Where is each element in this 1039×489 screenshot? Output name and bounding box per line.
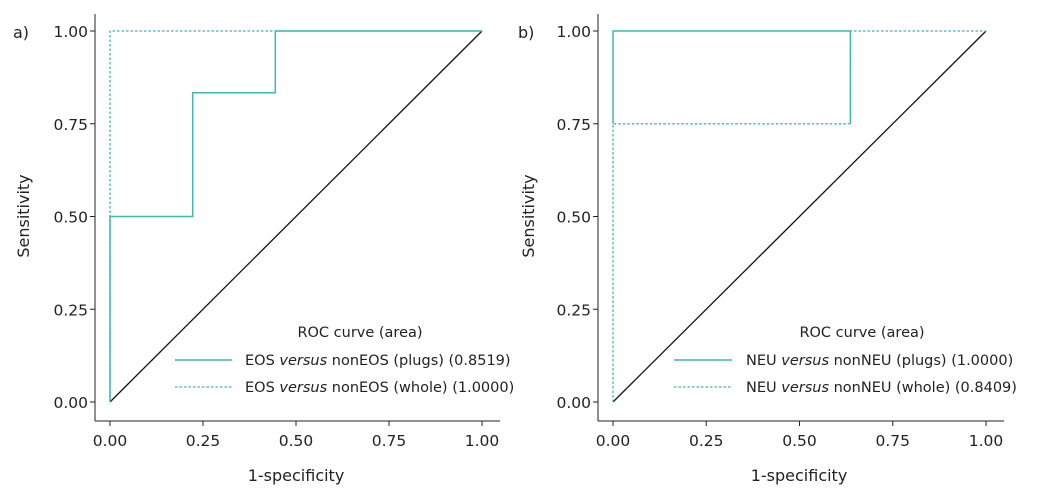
- x-tick-label: 0.75: [372, 432, 407, 450]
- x-tick-label: 0.00: [596, 432, 631, 450]
- y-tick-label: 0.50: [53, 209, 88, 227]
- x-tick-label: 0.50: [279, 432, 314, 450]
- legend-title: ROC curve (area): [297, 325, 422, 341]
- legend-title: ROC curve (area): [799, 325, 924, 341]
- y-axis-title: Sensitivity: [519, 174, 538, 257]
- x-tick-label: 0.75: [875, 432, 910, 450]
- legend-entry-label: NEU versus nonNEU (whole) (0.8409): [746, 380, 1017, 396]
- y-tick-label: 0.00: [556, 394, 591, 412]
- x-tick-label: 0.25: [186, 432, 221, 450]
- y-tick-label: 0.25: [556, 301, 591, 319]
- y-tick-label: 0.00: [53, 394, 88, 412]
- legend-entry-versus: versus: [279, 353, 327, 369]
- legend-entry-versus: versus: [279, 380, 327, 396]
- y-tick-label: 0.75: [53, 116, 88, 134]
- y-tick-label: 0.50: [556, 209, 591, 227]
- x-tick-label: 0.25: [689, 432, 724, 450]
- roc-panel-b: b) 0.00 0.25 0.50 0.75 1.00 0.00 0.25 0.50 0.75 1.…: [518, 14, 1017, 485]
- roc-curve-dotted: [612, 30, 986, 402]
- legend-entry-suffix: nonNEU (whole) (0.8409): [829, 380, 1017, 396]
- legend-entry-prefix: NEU: [746, 353, 781, 369]
- legend-entry-prefix: EOS: [245, 353, 279, 369]
- legend-entry-suffix: nonNEU (plugs) (1.0000): [829, 353, 1013, 369]
- x-tick-label: 0.00: [93, 432, 128, 450]
- x-tick-label: 1.00: [969, 432, 1004, 450]
- y-tick-label: 1.00: [53, 23, 88, 41]
- legend-entry-suffix: nonEOS (whole) (1.0000): [327, 380, 514, 396]
- y-axis-title: Sensitivity: [14, 174, 33, 257]
- y-tick-label: 0.25: [53, 301, 88, 319]
- y-tick-label: 0.75: [556, 116, 591, 134]
- y-tick-label: 1.00: [556, 23, 591, 41]
- roc-curve-dotted: [109, 30, 482, 402]
- panel-label: a): [13, 23, 29, 42]
- x-tick-label: 0.50: [782, 432, 817, 450]
- roc-panel-a: a) 0.00 0.25 0.50 0.75 1.00 0.00 0.25 0.50 0.75 1.…: [13, 14, 514, 485]
- legend-entry-prefix: NEU: [746, 380, 781, 396]
- legend-entry-versus: versus: [781, 380, 829, 396]
- legend-entry-prefix: EOS: [245, 380, 279, 396]
- legend-entry-label: NEU versus nonNEU (plugs) (1.0000): [746, 353, 1013, 369]
- roc-curve-solid: [612, 30, 852, 124]
- panel-label: b): [518, 23, 534, 42]
- x-axis-title: 1-specificity: [248, 466, 345, 485]
- reference-diagonal: [109, 30, 483, 403]
- legend-entry-versus: versus: [781, 353, 829, 369]
- x-axis-title: 1-specificity: [751, 466, 848, 485]
- legend-entry-label: EOS versus nonEOS (plugs) (0.8519): [245, 353, 511, 369]
- x-tick-label: 1.00: [465, 432, 500, 450]
- reference-diagonal: [612, 30, 987, 403]
- legend-entry-label: EOS versus nonEOS (whole) (1.0000): [245, 380, 514, 396]
- legend-entry-suffix: nonEOS (plugs) (0.8519): [327, 353, 510, 369]
